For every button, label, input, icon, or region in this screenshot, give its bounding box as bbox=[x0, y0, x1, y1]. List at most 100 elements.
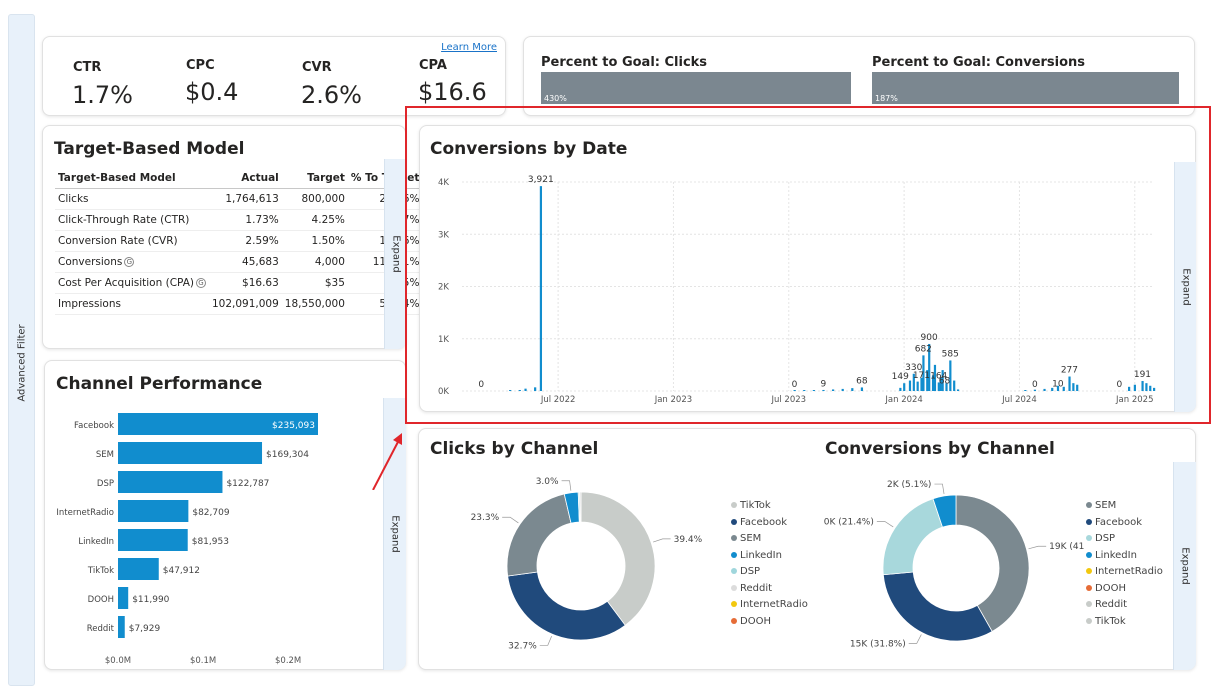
bar bbox=[118, 442, 263, 464]
legend-swatch bbox=[1086, 568, 1092, 574]
target-model-card: Target-Based Model Target-Based Model Ac… bbox=[42, 125, 423, 349]
conversions-by-date-expand-button[interactable]: Expand bbox=[1174, 162, 1196, 412]
kpi-cpa-value: $16.6 bbox=[418, 78, 487, 106]
legend-item[interactable]: DSP bbox=[731, 564, 808, 581]
table-row[interactable]: Conversion Rate (CVR) 2.59% 1.50% 172.6% bbox=[55, 230, 423, 252]
conversions-by-channel-expand-button[interactable]: Expand bbox=[1173, 462, 1196, 670]
legend-item[interactable]: SEM bbox=[1086, 498, 1163, 515]
y-tick-label: 2K bbox=[438, 283, 449, 293]
legend-swatch bbox=[731, 502, 737, 508]
legend-label: TikTok bbox=[740, 500, 771, 511]
date-bar bbox=[1128, 386, 1131, 391]
legend-label: SEM bbox=[740, 533, 762, 544]
date-data-label: 10 bbox=[1052, 379, 1064, 389]
bar-data-label: $169,304 bbox=[266, 450, 309, 460]
bar-category-label: DSP bbox=[97, 479, 114, 489]
kpi-cpc-label: CPC bbox=[186, 58, 215, 73]
kpi-cvr-label: CVR bbox=[302, 60, 332, 75]
donut-data-label: 39.4% bbox=[674, 535, 703, 545]
date-bar bbox=[928, 343, 931, 391]
conversions-by-channel-chart: 19K (41.8%) 15K (31.8%) 10K (21.4%) 2K (5.1… bbox=[824, 480, 1084, 649]
target-model-table: Target-Based Model Actual Target % To Ta… bbox=[55, 168, 423, 315]
table-row[interactable]: Clicks 1,764,613 800,000 220.6% bbox=[55, 188, 423, 210]
date-bar bbox=[1153, 387, 1156, 391]
legend-swatch bbox=[1086, 584, 1092, 591]
table-row[interactable]: Impressions 102,091,009 18,550,000 550.4… bbox=[55, 293, 423, 315]
date-bar bbox=[903, 383, 906, 391]
row-name: Conversion Rate (CVR) bbox=[55, 230, 209, 252]
date-data-label: 585 bbox=[942, 349, 959, 359]
date-data-label: 682 bbox=[915, 344, 932, 354]
conversions-by-channel-legend: SEM Facebook DSP LinkedIn InternetRadio DOOH R… bbox=[1086, 498, 1163, 630]
goal-conversions-value: 187% bbox=[875, 94, 898, 103]
target-model-expand-button[interactable]: Expand bbox=[384, 159, 406, 349]
row-actual: $16.63 bbox=[208, 272, 282, 294]
date-bar bbox=[933, 364, 937, 391]
legend-item[interactable]: DOOH bbox=[1086, 581, 1163, 598]
legend-item[interactable]: Facebook bbox=[731, 515, 808, 532]
expand-label: Expand bbox=[389, 515, 401, 553]
donut-slice bbox=[579, 491, 582, 523]
date-bar bbox=[899, 387, 902, 391]
row-target: 800,000 bbox=[281, 188, 348, 210]
row-actual: 1.73% bbox=[208, 209, 282, 231]
date-bar bbox=[956, 389, 960, 391]
donut-data-label: 23.3% bbox=[471, 513, 500, 523]
date-bar bbox=[1149, 385, 1152, 391]
table-row[interactable]: Cost Per Acquisition (CPA)G $16.63 $35 4… bbox=[55, 272, 423, 294]
table-row[interactable]: Click-Through Rate (CTR) 1.73% 4.25% 40.… bbox=[55, 209, 423, 231]
legend-swatch bbox=[731, 617, 737, 624]
date-bar bbox=[1133, 384, 1136, 391]
bar bbox=[118, 587, 129, 609]
bar-data-label: $7,929 bbox=[129, 624, 161, 634]
legend-item[interactable]: InternetRadio bbox=[1086, 564, 1163, 581]
legend-item[interactable]: Reddit bbox=[731, 581, 808, 598]
date-data-label: 9 bbox=[821, 380, 827, 390]
legend-item[interactable]: LinkedIn bbox=[1086, 548, 1163, 565]
legend-item[interactable]: TikTok bbox=[731, 498, 808, 515]
date-bar bbox=[1062, 386, 1065, 391]
legend-item[interactable]: Facebook bbox=[1086, 515, 1163, 532]
date-data-label: 164 bbox=[930, 371, 947, 381]
y-tick-label: 4K bbox=[438, 178, 449, 188]
donut-leader-line bbox=[653, 538, 671, 543]
learn-more-link[interactable]: Learn More bbox=[441, 42, 497, 53]
legend-swatch bbox=[1086, 518, 1092, 525]
date-bar bbox=[539, 186, 543, 391]
info-icon[interactable]: G bbox=[124, 257, 135, 267]
bar-category-label: Facebook bbox=[74, 421, 114, 431]
date-bar bbox=[931, 375, 935, 391]
channel-performance-chart: Facebook $235,093 SEM $169,304 DSP $122,787 In… bbox=[56, 413, 318, 666]
row-actual: 2.59% bbox=[208, 230, 282, 252]
donut-data-label: 19K (41.8%) bbox=[1049, 542, 1084, 552]
donut-data-label: 3.0% bbox=[536, 477, 559, 487]
date-bar bbox=[1145, 383, 1148, 391]
date-bar bbox=[1141, 381, 1144, 391]
legend-item[interactable]: InternetRadio bbox=[731, 597, 808, 614]
table-header[interactable]: Target bbox=[281, 168, 348, 189]
date-bar bbox=[509, 390, 512, 391]
channel-performance-expand-button[interactable]: Expand bbox=[383, 398, 406, 670]
legend-item[interactable]: Reddit bbox=[1086, 597, 1163, 614]
legend-item[interactable]: DSP bbox=[1086, 531, 1163, 548]
goal-clicks-bar: 430% bbox=[541, 72, 851, 104]
legend-item[interactable]: DOOH bbox=[731, 614, 808, 631]
legend-item[interactable]: LinkedIn bbox=[731, 548, 808, 565]
table-header[interactable]: Target-Based Model bbox=[55, 168, 209, 189]
row-actual: 1,764,613 bbox=[208, 188, 282, 210]
advanced-filter-pane[interactable]: Advanced Filter bbox=[8, 14, 35, 686]
info-icon[interactable]: G bbox=[195, 278, 206, 288]
row-name: Click-Through Rate (CTR) bbox=[55, 209, 209, 231]
legend-swatch bbox=[731, 584, 737, 591]
target-model-title: Target-Based Model bbox=[54, 139, 245, 159]
date-bar bbox=[793, 390, 796, 391]
date-bar bbox=[518, 390, 521, 391]
legend-label: Reddit bbox=[1095, 599, 1128, 610]
bar-category-label: TikTok bbox=[87, 566, 114, 576]
legend-swatch bbox=[731, 568, 737, 574]
legend-item[interactable]: TikTok bbox=[1086, 614, 1163, 631]
table-header[interactable]: Actual bbox=[208, 168, 282, 189]
legend-label: DOOH bbox=[740, 615, 771, 627]
legend-item[interactable]: SEM bbox=[731, 531, 808, 548]
